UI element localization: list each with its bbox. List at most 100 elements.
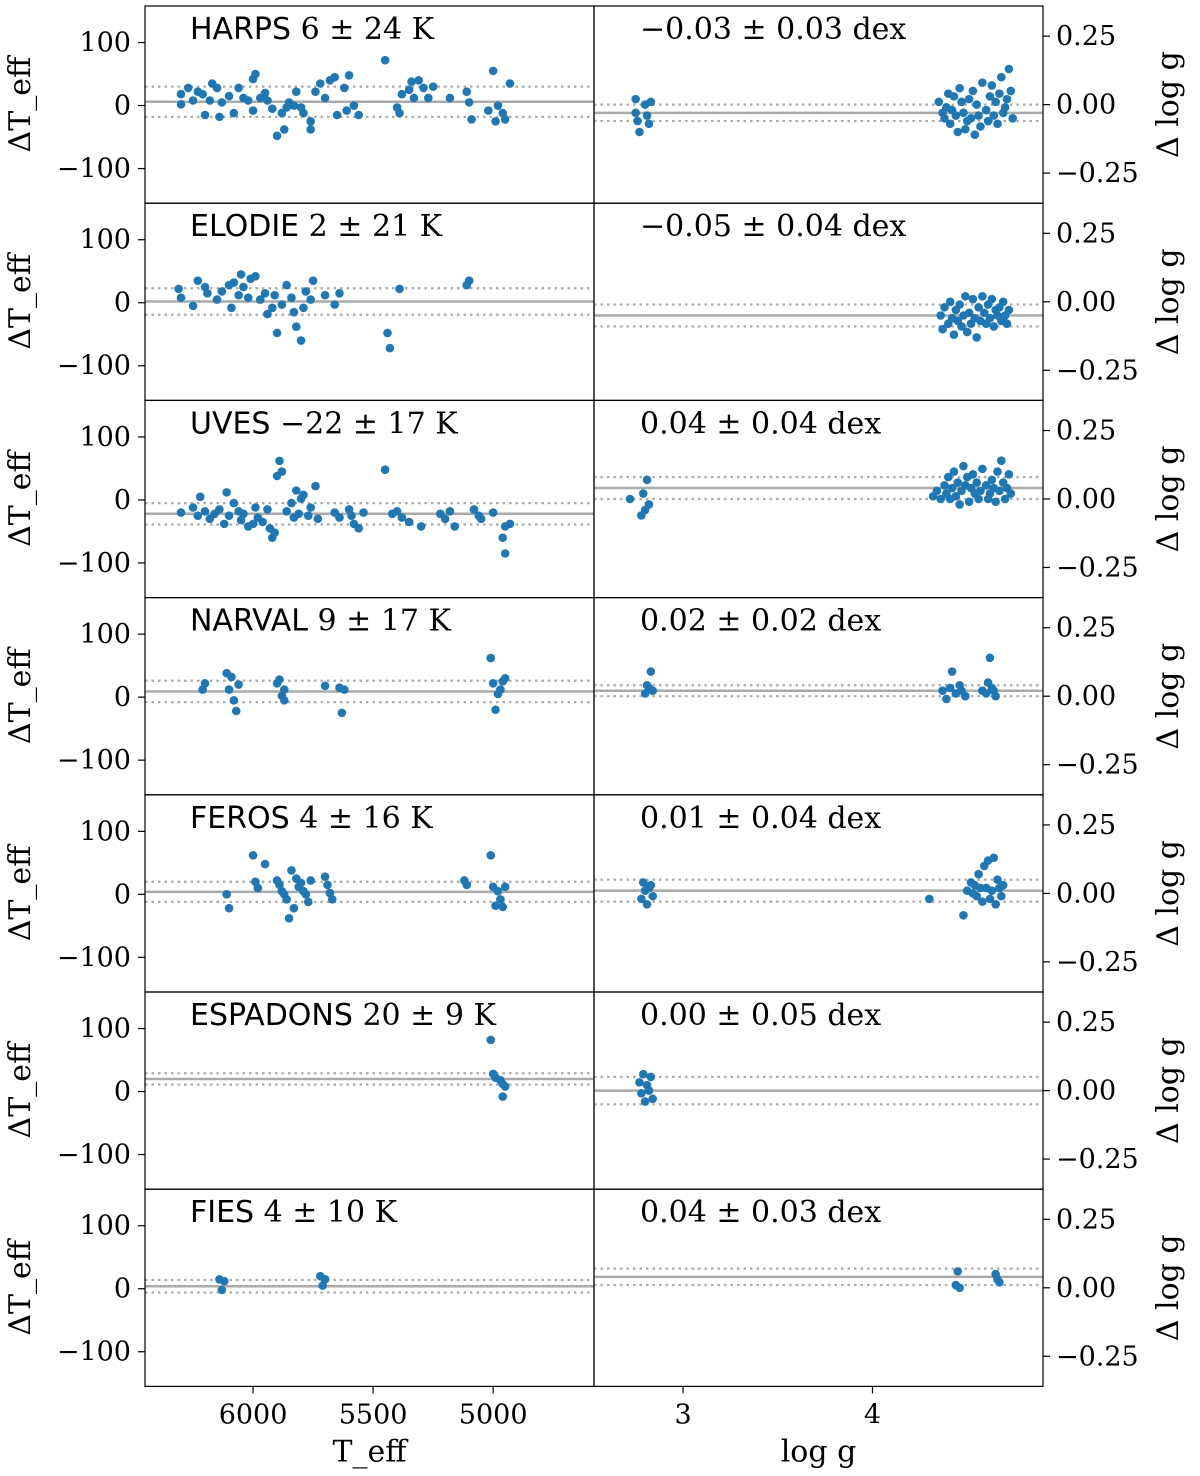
teff-data-point xyxy=(299,490,308,500)
teff-offset-value: −22 ± 17 K xyxy=(280,406,458,441)
instrument-name: NARVAL xyxy=(190,604,318,639)
teff-data-point xyxy=(176,89,186,99)
logg-data-point xyxy=(1004,64,1014,74)
teff-data-point xyxy=(320,1274,330,1284)
logg-data-point xyxy=(949,467,959,476)
teff-data-point xyxy=(392,506,402,516)
logg-y-tick-label: −0.25 xyxy=(1056,1341,1139,1372)
teff-y-tick-label: 100 xyxy=(79,422,131,453)
logg-data-point xyxy=(964,497,974,507)
teff-data-point xyxy=(359,508,368,517)
teff-data-point xyxy=(428,82,438,91)
teff-data-point xyxy=(227,672,236,682)
teff-offset-value: 9 ± 17 K xyxy=(318,604,452,639)
teff-data-point xyxy=(193,511,203,520)
teff-data-point xyxy=(344,71,354,80)
teff-data-point xyxy=(445,93,455,103)
logg-data-point xyxy=(1000,103,1010,112)
teff-y-axis-title: ΔT_eff xyxy=(3,646,38,744)
teff-y-tick-label: 0 xyxy=(114,1077,131,1108)
teff-data-point xyxy=(260,288,270,298)
teff-data-point xyxy=(303,897,313,907)
teff-data-point xyxy=(212,83,222,93)
teff-data-point xyxy=(174,284,183,294)
teff-y-tick-label: 0 xyxy=(114,485,131,516)
teff-data-point xyxy=(200,110,210,120)
teff-x-tick-label: 5000 xyxy=(459,1399,528,1430)
teff-data-point xyxy=(198,89,207,99)
logg-y-axis-title: Δ log g xyxy=(1151,840,1186,947)
logg-data-point xyxy=(638,489,648,498)
teff-y-tick-label: 0 xyxy=(114,1274,131,1305)
logg-data-point xyxy=(938,324,947,334)
teff-data-point xyxy=(279,125,289,134)
logg-data-point xyxy=(953,127,963,137)
logg-y-tick-label: −0.25 xyxy=(1056,750,1139,781)
teff-data-point xyxy=(327,895,337,904)
logg-data-point xyxy=(631,108,640,118)
logg-data-point xyxy=(987,81,997,90)
logg-data-point xyxy=(972,891,981,901)
teff-data-point xyxy=(320,872,330,882)
logg-data-point xyxy=(646,667,656,676)
teff-data-point xyxy=(291,322,301,331)
teff-data-point xyxy=(414,76,424,85)
teff-data-point xyxy=(275,456,284,466)
logg-data-point xyxy=(1000,494,1010,504)
logg-data-point xyxy=(648,1094,658,1104)
teff-data-point xyxy=(303,511,313,520)
teff-y-tick-label: 100 xyxy=(79,1211,131,1242)
panel-row-uves: 100 0 −100 ΔT_eff UVES −22 ± 17 K 0.25 0.00 −0.… xyxy=(3,399,1186,599)
logg-data-point xyxy=(972,333,981,342)
logg-data-point xyxy=(964,94,974,104)
teff-data-point xyxy=(395,284,404,294)
logg-data-point xyxy=(646,1072,656,1082)
logg-data-point xyxy=(995,1278,1004,1287)
teff-data-point xyxy=(195,492,205,502)
teff-data-point xyxy=(498,1092,508,1101)
teff-data-point xyxy=(380,55,390,65)
teff-panel-annotation: NARVAL 9 ± 17 K xyxy=(190,604,452,639)
teff-data-point xyxy=(229,695,239,705)
logg-data-point xyxy=(979,308,989,318)
logg-data-point xyxy=(942,694,951,704)
teff-data-point xyxy=(260,88,270,98)
teff-offset-value: 20 ± 9 K xyxy=(362,998,496,1033)
teff-data-point xyxy=(222,488,231,497)
teff-y-tick-label: 0 xyxy=(114,288,131,319)
logg-x-tick-label: 4 xyxy=(864,1399,881,1430)
teff-y-tick-label: 100 xyxy=(79,1014,131,1045)
logg-y-tick-label: 0.25 xyxy=(1056,613,1116,644)
teff-data-point xyxy=(347,511,356,520)
teff-data-point xyxy=(200,678,210,688)
logg-data-point xyxy=(961,124,970,134)
teff-data-point xyxy=(193,276,203,285)
logg-y-axis-title: Δ log g xyxy=(1151,1037,1186,1144)
logg-data-point xyxy=(976,122,985,131)
teff-data-point xyxy=(258,517,267,527)
logg-data-point xyxy=(938,686,947,696)
teff-data-point xyxy=(301,890,311,899)
teff-data-point xyxy=(484,106,493,115)
panel-row-feros: 100 0 −100 ΔT_eff FEROS 4 ± 16 K 0.25 0.00 −0.2… xyxy=(3,794,1186,993)
teff-data-point xyxy=(486,653,496,663)
logg-data-point xyxy=(1006,489,1016,498)
teff-data-point xyxy=(284,913,294,923)
teff-y-axis-title: ΔT_eff xyxy=(3,843,38,941)
teff-data-point xyxy=(467,115,476,124)
logg-y-axis-title: Δ log g xyxy=(1151,446,1186,553)
teff-data-point xyxy=(476,514,486,524)
logg-data-point xyxy=(976,486,985,496)
logg-y-tick-label: 0.25 xyxy=(1056,1204,1116,1235)
teff-data-point xyxy=(462,87,472,96)
teff-data-point xyxy=(291,87,301,96)
teff-data-point xyxy=(227,303,236,313)
teff-x-tick-label: 5500 xyxy=(339,1399,408,1430)
teff-data-point xyxy=(486,1035,496,1045)
teff-data-point xyxy=(270,528,279,538)
logg-data-point xyxy=(949,92,959,101)
logg-y-axis-title: Δ log g xyxy=(1151,248,1186,355)
logg-data-point xyxy=(642,111,652,120)
teff-data-point xyxy=(354,523,363,533)
